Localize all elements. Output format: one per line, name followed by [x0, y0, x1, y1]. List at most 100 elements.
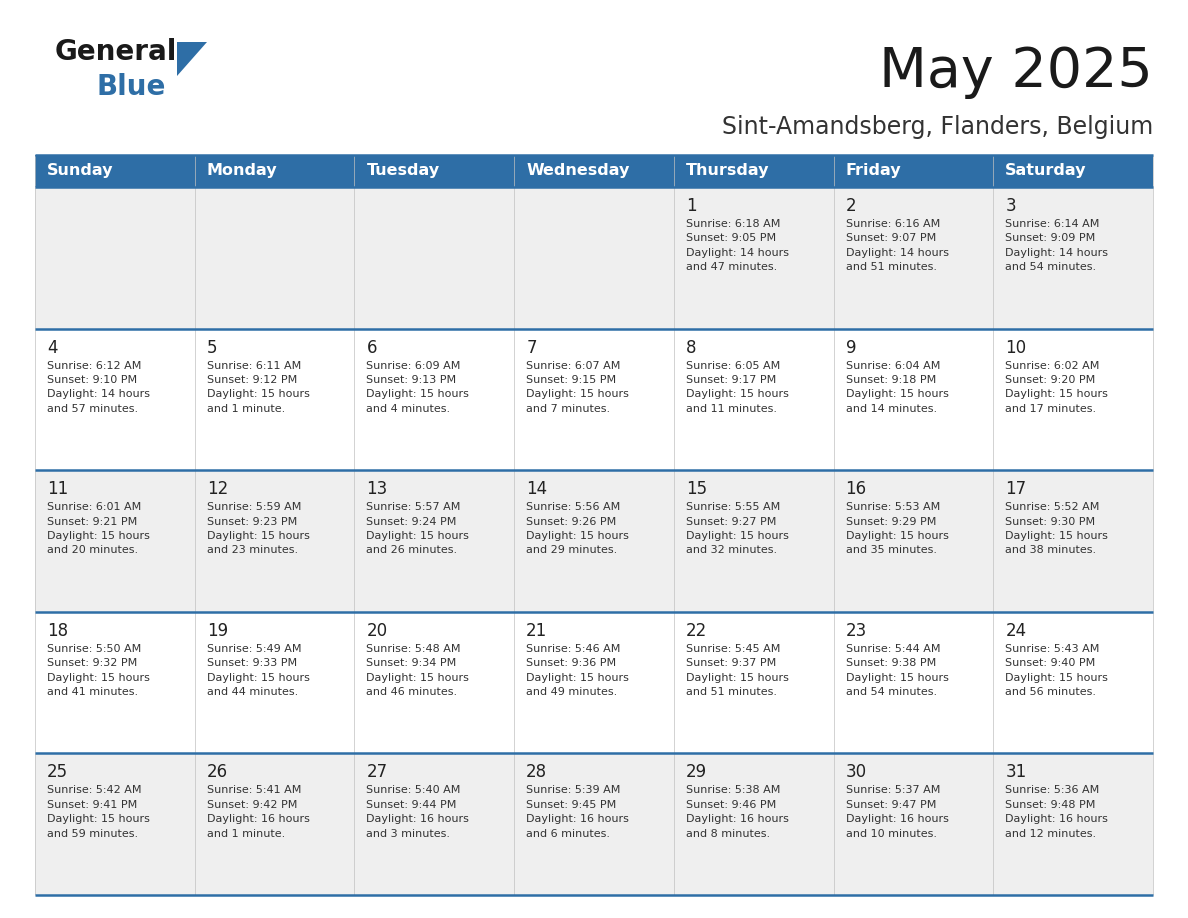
Bar — [34, 155, 195, 187]
Text: Sunrise: 6:02 AM
Sunset: 9:20 PM
Daylight: 15 hours
and 17 minutes.: Sunrise: 6:02 AM Sunset: 9:20 PM Dayligh… — [1005, 361, 1108, 414]
Bar — [195, 187, 354, 329]
Bar — [674, 155, 834, 187]
Text: 26: 26 — [207, 764, 228, 781]
Text: Sunrise: 5:50 AM
Sunset: 9:32 PM
Daylight: 15 hours
and 41 minutes.: Sunrise: 5:50 AM Sunset: 9:32 PM Dayligh… — [48, 644, 150, 697]
Bar — [354, 470, 514, 611]
Bar — [834, 187, 993, 329]
Text: 6: 6 — [366, 339, 377, 356]
Text: Sunrise: 6:16 AM
Sunset: 9:07 PM
Daylight: 14 hours
and 51 minutes.: Sunrise: 6:16 AM Sunset: 9:07 PM Dayligh… — [846, 219, 948, 273]
Text: Sunrise: 6:04 AM
Sunset: 9:18 PM
Daylight: 15 hours
and 14 minutes.: Sunrise: 6:04 AM Sunset: 9:18 PM Dayligh… — [846, 361, 948, 414]
Text: 11: 11 — [48, 480, 68, 498]
Text: 9: 9 — [846, 339, 857, 356]
Text: 20: 20 — [366, 621, 387, 640]
Bar — [34, 470, 195, 611]
Text: 21: 21 — [526, 621, 548, 640]
Text: Sunrise: 5:39 AM
Sunset: 9:45 PM
Daylight: 16 hours
and 6 minutes.: Sunrise: 5:39 AM Sunset: 9:45 PM Dayligh… — [526, 786, 628, 839]
Bar — [674, 329, 834, 470]
Bar — [34, 329, 195, 470]
Text: 1: 1 — [685, 197, 696, 215]
Bar — [354, 754, 514, 895]
Text: Sunrise: 5:38 AM
Sunset: 9:46 PM
Daylight: 16 hours
and 8 minutes.: Sunrise: 5:38 AM Sunset: 9:46 PM Dayligh… — [685, 786, 789, 839]
Bar — [674, 754, 834, 895]
Text: Friday: Friday — [846, 163, 902, 178]
Text: 24: 24 — [1005, 621, 1026, 640]
Text: 19: 19 — [207, 621, 228, 640]
Bar — [514, 329, 674, 470]
Bar — [354, 155, 514, 187]
Text: Sunrise: 5:42 AM
Sunset: 9:41 PM
Daylight: 15 hours
and 59 minutes.: Sunrise: 5:42 AM Sunset: 9:41 PM Dayligh… — [48, 786, 150, 839]
Text: Sunrise: 5:48 AM
Sunset: 9:34 PM
Daylight: 15 hours
and 46 minutes.: Sunrise: 5:48 AM Sunset: 9:34 PM Dayligh… — [366, 644, 469, 697]
Bar — [34, 187, 195, 329]
Text: Sunrise: 6:05 AM
Sunset: 9:17 PM
Daylight: 15 hours
and 11 minutes.: Sunrise: 6:05 AM Sunset: 9:17 PM Dayligh… — [685, 361, 789, 414]
Text: Sunrise: 5:44 AM
Sunset: 9:38 PM
Daylight: 15 hours
and 54 minutes.: Sunrise: 5:44 AM Sunset: 9:38 PM Dayligh… — [846, 644, 948, 697]
Bar — [834, 754, 993, 895]
Text: Sunrise: 5:46 AM
Sunset: 9:36 PM
Daylight: 15 hours
and 49 minutes.: Sunrise: 5:46 AM Sunset: 9:36 PM Dayligh… — [526, 644, 628, 697]
Text: 16: 16 — [846, 480, 867, 498]
Text: Sunrise: 6:01 AM
Sunset: 9:21 PM
Daylight: 15 hours
and 20 minutes.: Sunrise: 6:01 AM Sunset: 9:21 PM Dayligh… — [48, 502, 150, 555]
Text: Sunrise: 6:18 AM
Sunset: 9:05 PM
Daylight: 14 hours
and 47 minutes.: Sunrise: 6:18 AM Sunset: 9:05 PM Dayligh… — [685, 219, 789, 273]
Text: Sunrise: 5:53 AM
Sunset: 9:29 PM
Daylight: 15 hours
and 35 minutes.: Sunrise: 5:53 AM Sunset: 9:29 PM Dayligh… — [846, 502, 948, 555]
Text: Sunrise: 5:36 AM
Sunset: 9:48 PM
Daylight: 16 hours
and 12 minutes.: Sunrise: 5:36 AM Sunset: 9:48 PM Dayligh… — [1005, 786, 1108, 839]
Text: Sunrise: 5:55 AM
Sunset: 9:27 PM
Daylight: 15 hours
and 32 minutes.: Sunrise: 5:55 AM Sunset: 9:27 PM Dayligh… — [685, 502, 789, 555]
Text: 7: 7 — [526, 339, 537, 356]
Text: Sunrise: 5:37 AM
Sunset: 9:47 PM
Daylight: 16 hours
and 10 minutes.: Sunrise: 5:37 AM Sunset: 9:47 PM Dayligh… — [846, 786, 948, 839]
Bar — [195, 754, 354, 895]
Text: General: General — [55, 38, 177, 66]
Bar — [514, 155, 674, 187]
Bar — [34, 754, 195, 895]
Text: Sunrise: 6:09 AM
Sunset: 9:13 PM
Daylight: 15 hours
and 4 minutes.: Sunrise: 6:09 AM Sunset: 9:13 PM Dayligh… — [366, 361, 469, 414]
Bar — [514, 470, 674, 611]
Text: Wednesday: Wednesday — [526, 163, 630, 178]
Bar — [195, 611, 354, 754]
Bar — [674, 470, 834, 611]
Bar — [674, 611, 834, 754]
Bar — [34, 611, 195, 754]
Text: 31: 31 — [1005, 764, 1026, 781]
Text: 2: 2 — [846, 197, 857, 215]
Bar — [195, 470, 354, 611]
Bar — [993, 611, 1154, 754]
Text: 29: 29 — [685, 764, 707, 781]
Bar — [834, 470, 993, 611]
Text: Sunrise: 5:56 AM
Sunset: 9:26 PM
Daylight: 15 hours
and 29 minutes.: Sunrise: 5:56 AM Sunset: 9:26 PM Dayligh… — [526, 502, 628, 555]
Text: 5: 5 — [207, 339, 217, 356]
Text: Sunrise: 5:57 AM
Sunset: 9:24 PM
Daylight: 15 hours
and 26 minutes.: Sunrise: 5:57 AM Sunset: 9:24 PM Dayligh… — [366, 502, 469, 555]
Bar — [993, 754, 1154, 895]
Text: 14: 14 — [526, 480, 548, 498]
Text: Sunrise: 5:40 AM
Sunset: 9:44 PM
Daylight: 16 hours
and 3 minutes.: Sunrise: 5:40 AM Sunset: 9:44 PM Dayligh… — [366, 786, 469, 839]
Text: Sunrise: 5:43 AM
Sunset: 9:40 PM
Daylight: 15 hours
and 56 minutes.: Sunrise: 5:43 AM Sunset: 9:40 PM Dayligh… — [1005, 644, 1108, 697]
Text: 12: 12 — [207, 480, 228, 498]
Bar — [514, 754, 674, 895]
Text: Sunrise: 6:12 AM
Sunset: 9:10 PM
Daylight: 14 hours
and 57 minutes.: Sunrise: 6:12 AM Sunset: 9:10 PM Dayligh… — [48, 361, 150, 414]
Text: Monday: Monday — [207, 163, 277, 178]
Bar — [993, 329, 1154, 470]
Text: Sunrise: 5:52 AM
Sunset: 9:30 PM
Daylight: 15 hours
and 38 minutes.: Sunrise: 5:52 AM Sunset: 9:30 PM Dayligh… — [1005, 502, 1108, 555]
Text: Sint-Amandsberg, Flanders, Belgium: Sint-Amandsberg, Flanders, Belgium — [722, 115, 1154, 139]
Text: Sunrise: 5:45 AM
Sunset: 9:37 PM
Daylight: 15 hours
and 51 minutes.: Sunrise: 5:45 AM Sunset: 9:37 PM Dayligh… — [685, 644, 789, 697]
Bar — [514, 187, 674, 329]
Text: 27: 27 — [366, 764, 387, 781]
Text: 10: 10 — [1005, 339, 1026, 356]
Bar — [354, 611, 514, 754]
Bar — [354, 329, 514, 470]
Text: Sunrise: 6:11 AM
Sunset: 9:12 PM
Daylight: 15 hours
and 1 minute.: Sunrise: 6:11 AM Sunset: 9:12 PM Dayligh… — [207, 361, 310, 414]
Text: 3: 3 — [1005, 197, 1016, 215]
Bar — [993, 187, 1154, 329]
Text: 17: 17 — [1005, 480, 1026, 498]
Text: 15: 15 — [685, 480, 707, 498]
Text: May 2025: May 2025 — [879, 45, 1154, 99]
Text: 8: 8 — [685, 339, 696, 356]
Text: Sunrise: 5:59 AM
Sunset: 9:23 PM
Daylight: 15 hours
and 23 minutes.: Sunrise: 5:59 AM Sunset: 9:23 PM Dayligh… — [207, 502, 310, 555]
Text: Sunrise: 6:14 AM
Sunset: 9:09 PM
Daylight: 14 hours
and 54 minutes.: Sunrise: 6:14 AM Sunset: 9:09 PM Dayligh… — [1005, 219, 1108, 273]
Bar — [993, 155, 1154, 187]
Bar — [993, 470, 1154, 611]
Bar — [354, 187, 514, 329]
Text: 28: 28 — [526, 764, 548, 781]
Text: Saturday: Saturday — [1005, 163, 1087, 178]
Polygon shape — [177, 42, 207, 76]
Text: Thursday: Thursday — [685, 163, 770, 178]
Bar — [195, 329, 354, 470]
Bar — [834, 329, 993, 470]
Text: Blue: Blue — [97, 73, 166, 101]
Text: Sunrise: 5:41 AM
Sunset: 9:42 PM
Daylight: 16 hours
and 1 minute.: Sunrise: 5:41 AM Sunset: 9:42 PM Dayligh… — [207, 786, 310, 839]
